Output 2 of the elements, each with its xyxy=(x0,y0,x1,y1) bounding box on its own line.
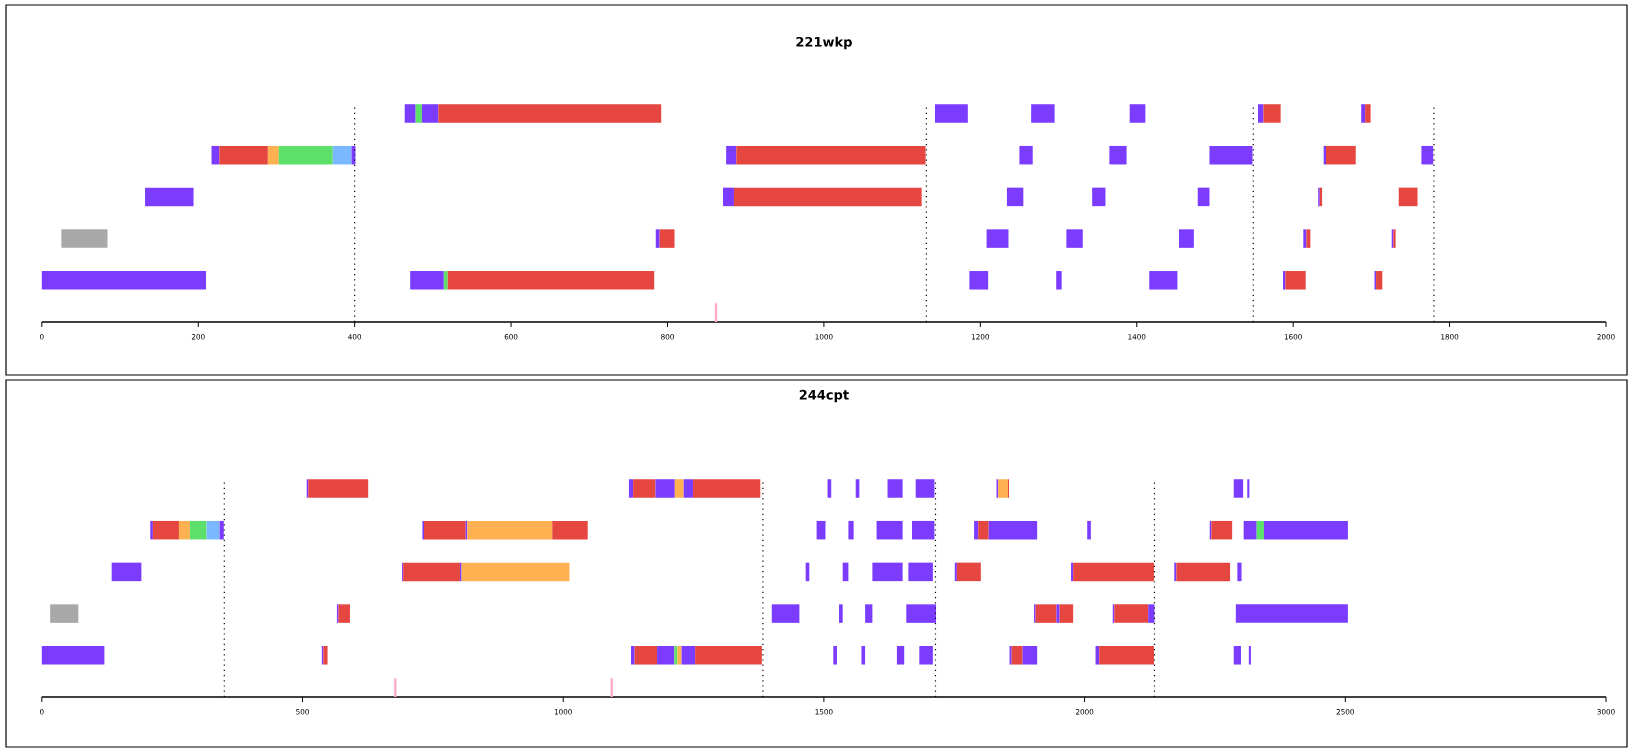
chart-title: 221wkp xyxy=(796,36,852,50)
chart-title: 244cpt xyxy=(799,389,849,403)
